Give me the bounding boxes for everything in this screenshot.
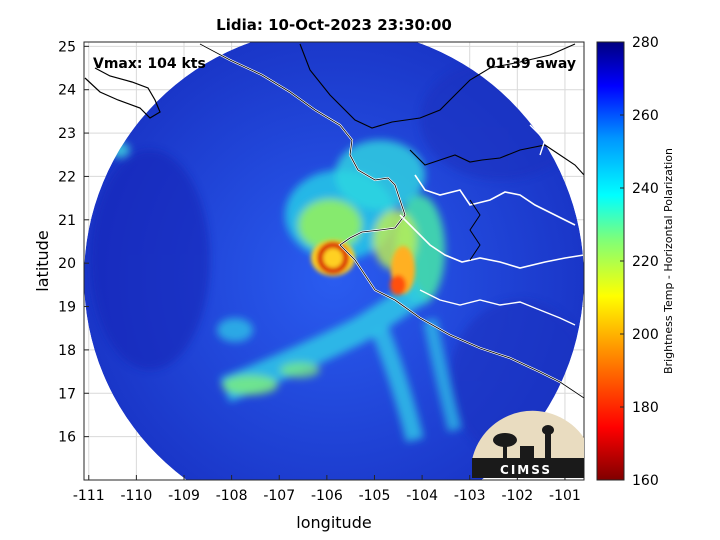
colorbar-tick-label: 160 [632, 473, 659, 489]
x-tick-label: -104 [406, 488, 438, 504]
colorbar-label: Brightness Temp - Horizontal Polarizatio… [662, 148, 675, 374]
x-tick-label: -110 [120, 488, 152, 504]
y-tick-label: 24 [58, 83, 76, 99]
x-axis: -111 -110 -109 -108 -107 -106 -105 -104 -103 -102… [73, 475, 581, 504]
y-tick-label: 21 [58, 213, 76, 229]
colorbar-tick-label: 220 [632, 254, 659, 270]
x-tick-label: -105 [359, 488, 391, 504]
colorbar-ticks: 160 180 200 220 240 260 280 [620, 35, 659, 489]
water-tower-icon [542, 425, 554, 435]
state-border-south [399, 214, 584, 269]
vmax-label: Vmax: 104 kts [93, 56, 206, 72]
x-tick-label: -106 [311, 488, 343, 504]
axes-frame [83, 41, 585, 481]
cimss-logo: CIMSS [472, 410, 584, 478]
y-axis: 16 17 18 19 20 21 22 23 24 25 [58, 39, 89, 446]
x-tick-label: -108 [216, 488, 248, 504]
state-border-north [299, 43, 576, 129]
colorbar [596, 41, 625, 481]
y-tick-label: 19 [58, 300, 76, 316]
x-tick-label: -102 [501, 488, 533, 504]
x-tick-label: -101 [549, 488, 581, 504]
x-axis-label: longitude [296, 513, 371, 532]
state-border-east [529, 124, 546, 156]
y-tick-label: 25 [58, 39, 76, 55]
state-border-mid [409, 144, 584, 176]
colorbar-tick-label: 240 [632, 181, 659, 197]
x-tick-label: -109 [168, 488, 200, 504]
map-outlines [84, 43, 584, 399]
y-tick-label: 16 [58, 430, 76, 446]
logo-text: CIMSS [500, 463, 552, 477]
state-border-inner [469, 199, 481, 261]
y-tick-label: 22 [58, 169, 76, 185]
x-tick-label: -103 [454, 488, 486, 504]
y-tick-label: 23 [58, 126, 76, 142]
colorbar-tick-label: 280 [632, 35, 659, 51]
figure-title: Lidia: 10-Oct-2023 23:30:00 [216, 16, 452, 34]
baja-coast [84, 67, 161, 119]
y-axis-label: latitude [33, 230, 52, 291]
y-tick-label: 18 [58, 343, 76, 359]
x-tick-label: -111 [73, 488, 105, 504]
y-tick-label: 20 [58, 256, 76, 272]
state-border-white [414, 174, 576, 226]
mainland-coast-edge [199, 43, 584, 399]
state-border-michoacan [419, 289, 576, 326]
y-tick-label: 17 [58, 386, 76, 402]
colorbar-tick-label: 260 [632, 108, 659, 124]
away-label: 01:39 away [486, 56, 576, 72]
x-tick-label: -107 [263, 488, 295, 504]
colorbar-tick-label: 200 [632, 327, 659, 343]
colorbar-tick-label: 180 [632, 400, 659, 416]
